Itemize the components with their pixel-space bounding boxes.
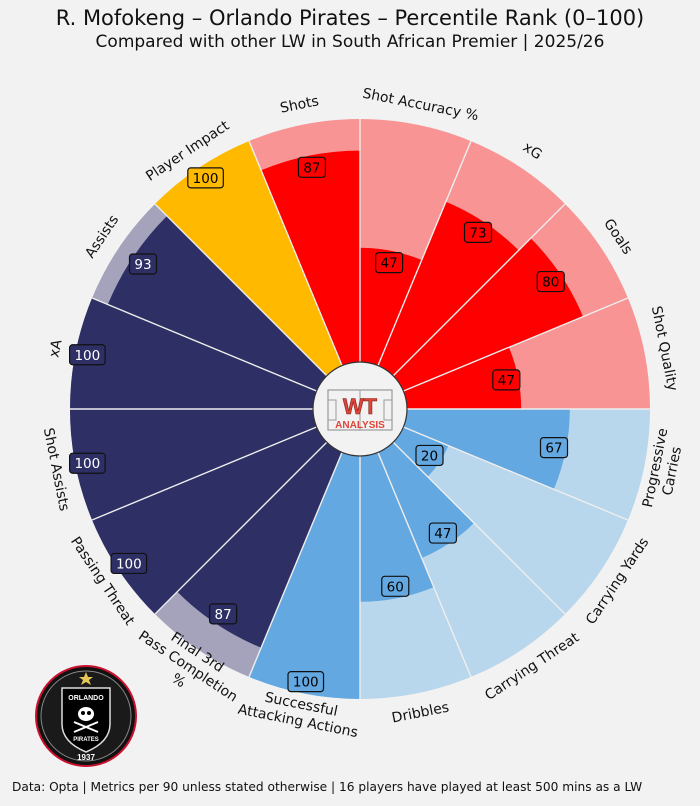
pitch-box-left-icon [327, 399, 337, 421]
crest-name: ORLANDO [68, 695, 104, 702]
slice-bar-shot-assists [70, 409, 317, 520]
divider-shot-assists [91, 426, 317, 521]
value-label-player-impact: 100 [193, 171, 219, 187]
chart-title: R. Mofokeng – Orlando Pirates – Percenti… [55, 6, 645, 30]
star-icon [79, 672, 93, 685]
value-label-shot-assists: 100 [74, 456, 100, 472]
metric-label-shot-quality: Shot Quality [648, 305, 681, 393]
value-label-progressive-carries: 67 [545, 441, 562, 457]
center-logo-analysis: ANALYSIS [335, 420, 385, 431]
value-label-shot-quality: 47 [498, 373, 515, 389]
crest-year: 1937 [77, 753, 95, 762]
pitch-box-right-icon [383, 399, 393, 421]
club-crest: ORLANDO PIRATES 1937 [35, 665, 137, 767]
slice-bar-assists [107, 215, 327, 392]
divider-dribbles [377, 452, 472, 678]
value-badge-progressive-carries [539, 436, 569, 459]
slice-bar-player-impact [154, 141, 343, 376]
metric-label-shots: Shots [279, 93, 320, 116]
value-badge-assists [128, 253, 158, 275]
footer-note: Data: Opta | Metrics per 90 unless state… [12, 780, 643, 794]
chart-subtitle: Compared with other LW in South African … [95, 32, 605, 52]
center-logo: WT ANALYSIS [312, 361, 408, 457]
slice-bar-goals [393, 238, 584, 392]
value-label-carrying-yards: 20 [421, 448, 438, 464]
divider-shot-quality [403, 297, 629, 392]
metric-label-shot-assists: Shot Assists [40, 427, 72, 513]
value-badge-shot-quality [492, 369, 521, 391]
slice-bar-final-3rd-pass-completion [177, 442, 343, 648]
divider-goals [392, 203, 566, 377]
value-badge-xg [463, 221, 493, 244]
slice-bar-xg [377, 201, 519, 376]
slice-bg-carrying-yards [393, 426, 628, 615]
metric-label-xa: xA [46, 338, 65, 359]
value-label-dribbles: 60 [387, 579, 404, 595]
divider-shots [248, 140, 343, 366]
metric-label-xg: xG [520, 139, 545, 163]
divider-carrying-threat [392, 441, 566, 615]
value-badge-xa [68, 344, 106, 366]
divider-carrying-yards [403, 426, 629, 521]
value-label-final-3rd-pass-completion: 87 [215, 607, 232, 623]
metric-label-dribbles: Dribbles [390, 700, 450, 727]
value-badge-player-impact [187, 167, 224, 189]
slice-bar-passing-threat [92, 426, 327, 615]
value-badge-dribbles [381, 575, 410, 597]
slice-bar-progressive-carries [403, 409, 570, 490]
value-label-shot-accuracy: 47 [381, 256, 398, 272]
value-label-carrying-threat: 47 [434, 526, 451, 542]
divider-passing-threat [154, 441, 328, 615]
value-badge-shot-accuracy [375, 252, 404, 274]
slices-layer [70, 119, 650, 699]
value-badge-shots [297, 156, 327, 178]
value-badge-final-3rd-pass-completion [209, 603, 238, 625]
value-badge-successful-attacking-actions [287, 671, 325, 693]
value-labels-layer: 87 47 73 80 47 67 20 47 60 100 87 100 100 100 93 100 [68, 156, 569, 693]
value-label-shots: 87 [303, 160, 320, 176]
divider-xg [377, 140, 472, 366]
slice-bar-shots [261, 150, 360, 366]
metric-label-goals: Goals [600, 216, 635, 257]
crest-sub: PIRATES [73, 737, 99, 743]
slice-bar-xa [70, 298, 317, 409]
value-label-xa: 100 [74, 348, 100, 364]
slice-bar-shot-accuracy [360, 247, 422, 366]
slice-bar-dribbles [360, 452, 434, 602]
value-label-passing-threat: 100 [116, 556, 142, 572]
value-label-xg: 73 [469, 225, 486, 241]
value-label-goals: 80 [542, 275, 559, 291]
divider-assists [91, 297, 317, 392]
slice-bar-successful-attacking-actions [249, 452, 360, 699]
value-badge-passing-threat [110, 552, 148, 575]
divider-player-impact [154, 203, 328, 377]
value-label-assists: 93 [134, 257, 151, 273]
value-badge-goals [536, 270, 565, 293]
value-badge-carrying-threat [428, 522, 457, 544]
slice-bar-shot-quality [403, 347, 522, 409]
metric-label-shot-accuracy: Shot Accuracy % [361, 86, 480, 125]
divider-final-3rd-pass-completion [248, 452, 343, 678]
center-logo-wt: WT [343, 394, 378, 419]
value-label-successful-attacking-actions: 100 [293, 675, 319, 691]
value-badge-shot-assists [68, 452, 106, 474]
skull-icon [73, 707, 99, 733]
dividers-layer [70, 119, 650, 699]
value-badge-carrying-yards [415, 444, 444, 467]
